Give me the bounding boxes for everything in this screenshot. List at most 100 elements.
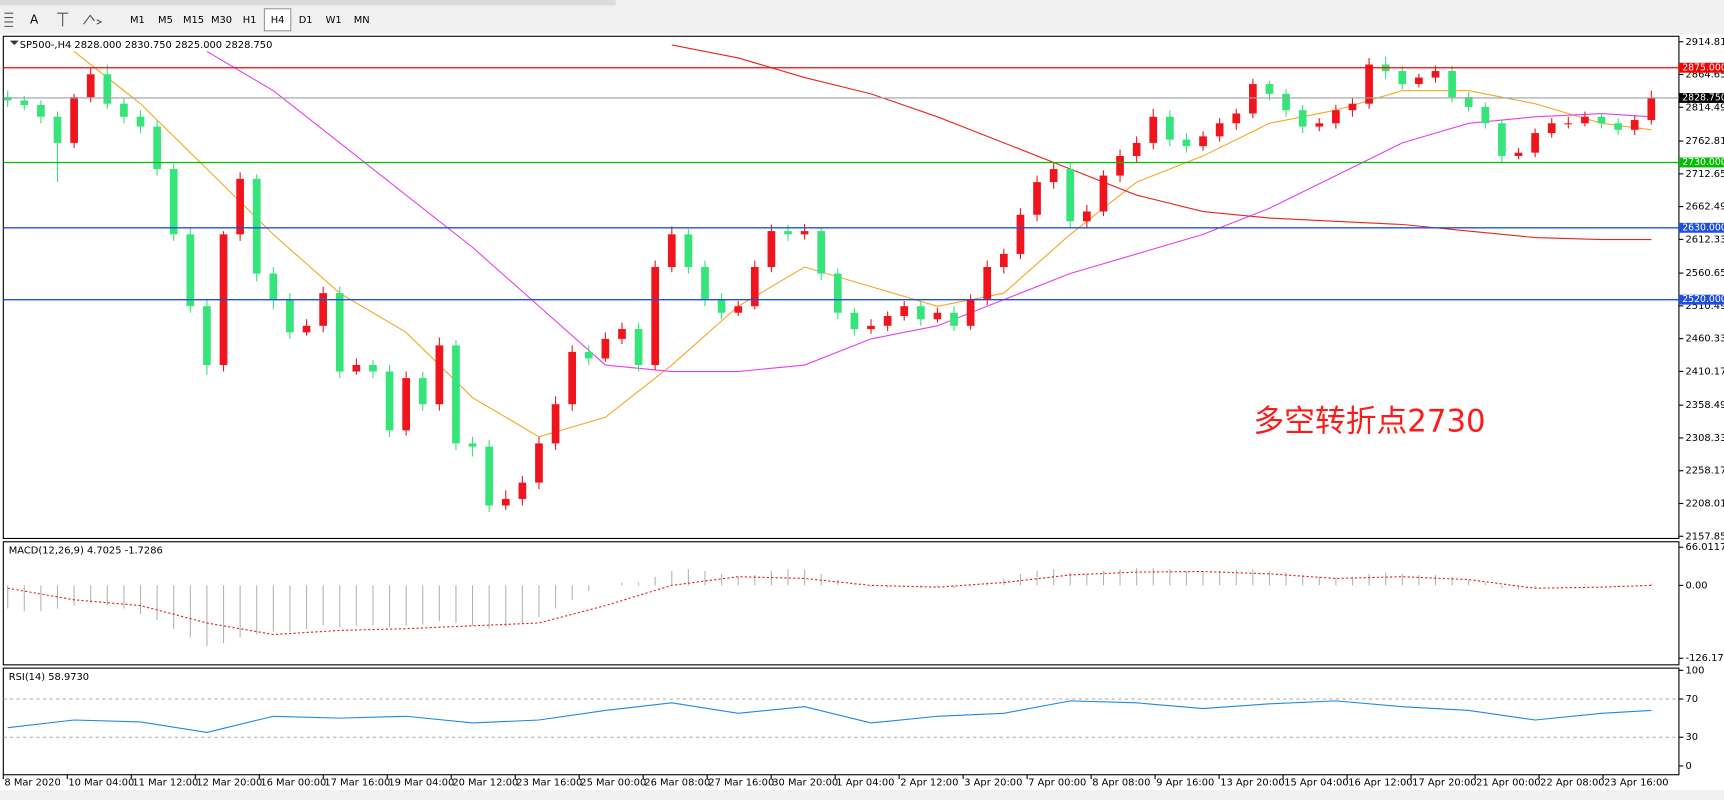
candle-body — [1082, 211, 1091, 222]
text-tool[interactable]: A — [30, 12, 39, 26]
candle-body — [551, 404, 560, 444]
candle-body — [169, 169, 178, 235]
candle-body — [1614, 123, 1622, 130]
x-tick-label: 22 Apr 08:00 — [1540, 777, 1604, 788]
x-tick-label: 30 Mar 20:00 — [772, 777, 838, 788]
level-tag — [1678, 294, 1724, 305]
candle-body — [1166, 116, 1174, 140]
x-tick-label: 3 Apr 20:00 — [964, 777, 1022, 788]
candle-body — [136, 116, 145, 127]
candle-body — [850, 312, 859, 330]
candle-body — [535, 443, 543, 483]
candle-body — [601, 338, 610, 359]
y-tick-label: 2762.810 — [1686, 136, 1724, 147]
timeframe-button[interactable]: W1 — [326, 15, 342, 26]
timeframe-button[interactable]: M30 — [211, 15, 232, 26]
timeframe-button[interactable]: H1 — [243, 15, 257, 26]
level-tag — [1678, 62, 1724, 73]
y-tick-label: 2460.330 — [1686, 334, 1724, 345]
candle-body — [103, 74, 112, 104]
y-tick-label: 2560.650 — [1686, 268, 1724, 279]
candle-body — [817, 231, 826, 274]
timeframe-button[interactable]: M15 — [183, 15, 204, 26]
candle-body — [1149, 116, 1158, 143]
y-tick-label: 2410.170 — [1686, 366, 1724, 377]
timeframe-button[interactable]: M1 — [130, 15, 145, 26]
candle-body — [335, 293, 344, 372]
moving-average — [671, 44, 1652, 241]
price-label: 2828.750 — [1682, 92, 1724, 103]
candle-body — [418, 378, 427, 405]
y-tick-label: 2510.490 — [1686, 301, 1724, 312]
candle-body — [86, 74, 95, 98]
rsi-line — [7, 700, 1652, 733]
candle-body — [1498, 123, 1506, 156]
candle-body — [468, 443, 477, 447]
moving-average — [206, 50, 1652, 373]
y-tick-label: 2864.650 — [1686, 70, 1724, 81]
candle-body — [269, 273, 278, 300]
level-label: 2730.000 — [1682, 157, 1724, 168]
y-tick-label: 2662.490 — [1686, 202, 1724, 213]
y-tick-label: 30 — [1686, 732, 1699, 743]
candle-body — [501, 498, 510, 506]
candle-body — [1332, 110, 1340, 124]
x-tick-label: 9 Apr 16:00 — [1156, 777, 1214, 788]
x-tick-label: 20 Mar 12:00 — [452, 777, 518, 788]
candle-body — [1282, 93, 1290, 111]
candle-body — [1232, 113, 1241, 124]
candle-body — [1199, 136, 1207, 147]
x-tick-label: 13 Apr 20:00 — [1220, 777, 1284, 788]
x-tick-label: 23 Apr 16:00 — [1604, 777, 1668, 788]
toolbar-icons — [4, 12, 103, 27]
timeframe-button[interactable]: D1 — [299, 15, 313, 26]
level-tag — [1678, 222, 1724, 233]
candle-body — [618, 329, 626, 339]
candle-body — [1033, 182, 1041, 215]
timeframe-button[interactable]: MN — [354, 15, 370, 26]
rsi-panel — [2, 667, 1680, 776]
candle-body — [1315, 123, 1324, 127]
candle-body — [784, 231, 792, 235]
candle-body — [452, 345, 460, 444]
candle-body — [767, 231, 776, 268]
macd-plot — [7, 568, 1652, 647]
candle-body — [70, 97, 78, 143]
candle-body — [867, 325, 875, 330]
active-timeframe — [263, 8, 292, 32]
chart-icon — [9, 40, 19, 46]
candle-body — [634, 329, 643, 366]
candle-body — [1298, 110, 1307, 127]
price-tag — [1678, 93, 1724, 103]
candle-body — [950, 312, 958, 326]
candle-body — [1647, 97, 1656, 121]
candle-body — [883, 316, 892, 326]
candle-body — [750, 267, 759, 307]
candle-body — [701, 267, 709, 300]
candle-body — [1431, 71, 1440, 78]
y-tick-label: 100 — [1686, 665, 1705, 676]
y-tick-label: 0 — [1686, 761, 1692, 772]
candle-body — [1581, 116, 1589, 124]
candle-body — [186, 234, 195, 307]
candle-body — [1547, 123, 1556, 134]
y-tick-label: 66.0117 — [1686, 542, 1724, 553]
candle-body — [1066, 169, 1075, 222]
candle-body — [983, 267, 992, 300]
candle-body — [1249, 84, 1257, 114]
candle-body — [1049, 169, 1058, 183]
candle-body — [800, 231, 809, 235]
x-tick-label: 23 Mar 16:00 — [516, 777, 582, 788]
timeframe-button[interactable]: H4 — [271, 15, 285, 26]
candle-body — [37, 105, 45, 117]
candle-body — [203, 306, 211, 366]
rsi-title: RSI(14) 58.9730 — [9, 672, 89, 683]
candle-body — [933, 312, 942, 320]
toolbar-top — [0, 0, 616, 6]
candle-body — [999, 253, 1008, 268]
candle-body — [1016, 214, 1025, 254]
candle-body — [1182, 139, 1191, 147]
y-tick-label: 2308.330 — [1686, 433, 1724, 444]
timeframe-button[interactable]: M5 — [158, 15, 173, 26]
x-tick-label: 11 Mar 12:00 — [132, 777, 198, 788]
